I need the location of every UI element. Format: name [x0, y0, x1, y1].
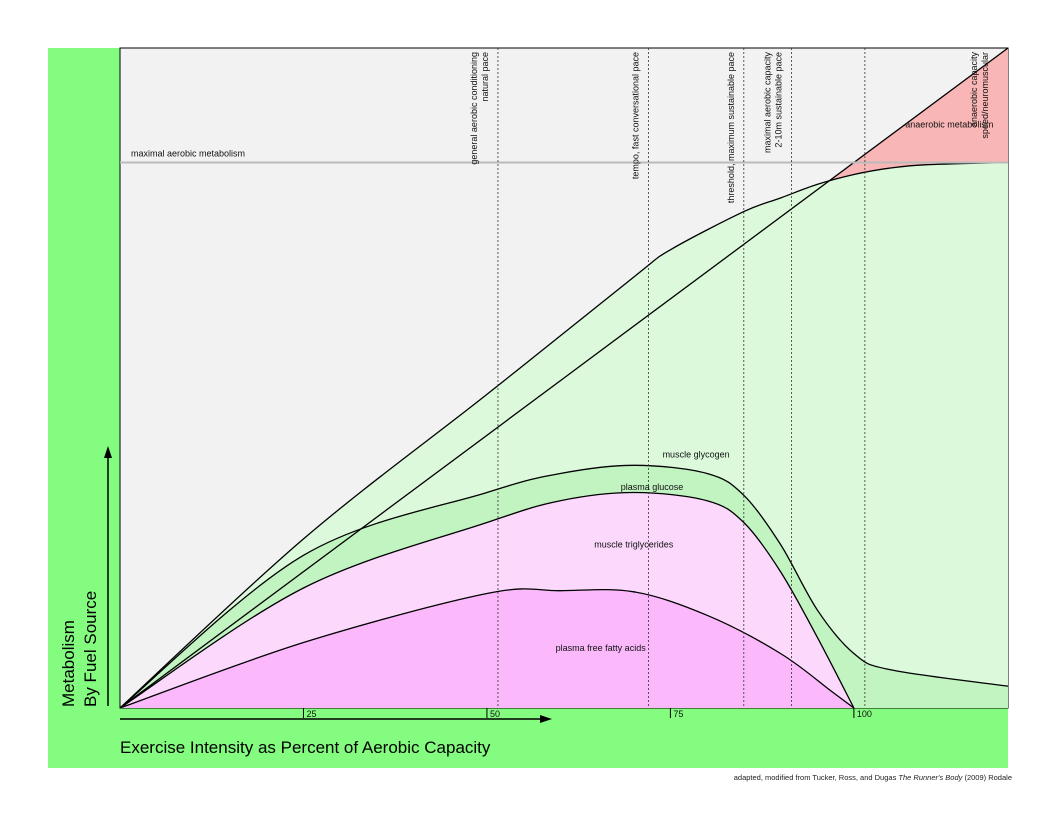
plasma-glucose-curve	[119, 464, 1009, 709]
x-axis-label: Exercise Intensity as Percent of Aerobic…	[120, 738, 491, 757]
plasma-glucose-label: plasma glucose	[621, 482, 684, 492]
x-ticks: 25 50 75 100	[302, 708, 872, 719]
intensity-zone-lines	[120, 48, 1008, 708]
x-tick-label-100: 100	[857, 709, 872, 719]
y-axis-arrowhead	[104, 446, 112, 458]
upper-right-label-line-1: anaerobic capacity	[969, 52, 979, 128]
zone-label-3-line-1: threshold, maximum sustainable pace	[726, 52, 736, 203]
source-credit: adapted, modified from Tucker, Ross, and…	[734, 773, 1012, 782]
y-axis-label-line-1: Metabolism	[59, 620, 78, 707]
plasma-free-fatty-acids-label: plasma free fatty acids	[556, 643, 647, 653]
anaerobic-metabolism-curve	[119, 47, 1009, 709]
x-tick-label-50: 50	[490, 709, 500, 719]
y-axis-label-line-2: By Fuel Source	[81, 591, 100, 707]
zone-label-4-line-2: 2-10m sustainable pace	[774, 52, 784, 148]
x-axis-arrowhead	[540, 715, 552, 723]
zone-label-2-line-1: tempo, fast conversational pace	[630, 52, 640, 179]
credit-book-title: The Runner's Body	[898, 773, 963, 782]
boundary-curves	[119, 47, 1009, 709]
x-tick-label-25: 25	[306, 709, 316, 719]
zone-label-1-line-1: general aerobic conditioning	[469, 52, 479, 165]
maximal-aerobic-metabolism-label: maximal aerobic metabolism	[131, 149, 245, 159]
plasma-free-fatty-acids-area	[120, 588, 854, 708]
anaerobic-metabolism-label: anaerobic metabolism	[905, 119, 993, 129]
area-labels: maximal aerobic metabolism general aerobi…	[131, 52, 993, 653]
muscle-triglycerides-curve	[119, 491, 855, 709]
x-tick-label-75: 75	[673, 709, 683, 719]
muscle-triglycerides-label: muscle triglycerides	[594, 539, 674, 549]
muscle-glycogen-curve	[119, 161, 1009, 709]
zone-label-4-line-1: maximal aerobic capacity	[763, 52, 773, 154]
plasma-free-fatty-acids-curve	[119, 588, 855, 709]
muscle-glycogen-label: muscle glycogen	[663, 449, 730, 459]
upper-right-label-line-2: speed/neuromuscular	[980, 52, 990, 139]
zone-label-1-line-2: natural pace	[480, 52, 490, 102]
credit-prefix: adapted, modified from Tucker, Ross, and…	[733, 773, 899, 782]
credit-suffix: (2009) Rodale	[962, 773, 1012, 782]
